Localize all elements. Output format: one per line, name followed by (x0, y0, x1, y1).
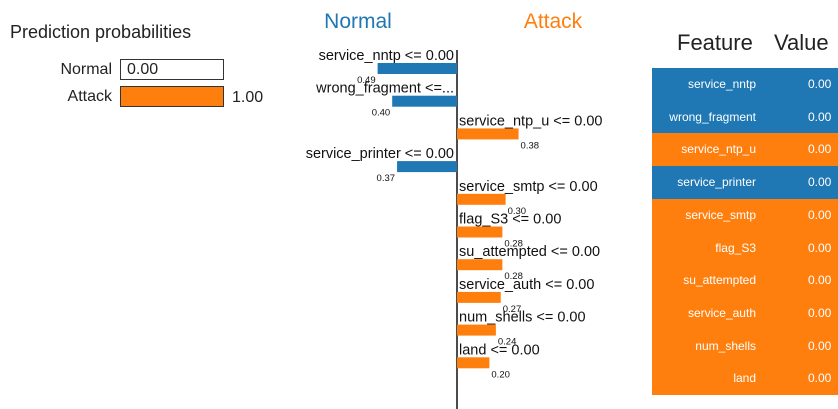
prediction-probabilities-title: Prediction probabilities (10, 22, 192, 42)
table-cell-value: 0.00 (796, 329, 838, 363)
table-row: land 0.00 (652, 362, 838, 396)
table-cell-spacer (770, 231, 796, 265)
explanation-bar-label: service_smtp <= 0.00 (459, 179, 598, 195)
explanation-bar-label: service_auth <= 0.00 (459, 277, 594, 293)
explanation-value-label: 0.49 (357, 75, 376, 86)
explanation-bar (377, 63, 457, 74)
explanation-bar-label: service_nntp <= 0.00 (319, 48, 454, 64)
table-cell-value: 0.00 (796, 166, 838, 200)
table-cell-spacer (770, 198, 796, 232)
feature-value-table: Feature Value service_nntp 0.00 wrong_frag… (652, 0, 838, 409)
explanation-value-label: 0.40 (372, 108, 391, 119)
table-cell-feature: service_smtp (652, 198, 770, 232)
explanation-bar-label: wrong_fragment <=... (315, 81, 454, 97)
table-cell-feature: service_printer (652, 166, 770, 200)
explanation-bar (457, 357, 490, 369)
table-cell-spacer (770, 296, 796, 331)
table-cell-feature: service_nntp (652, 68, 770, 102)
table-cell-value: 0.00 (796, 362, 838, 396)
table-row: service_nntp 0.00 (652, 68, 838, 102)
table-cell-value: 0.00 (796, 296, 838, 331)
table-cell-feature: service_ntp_u (652, 133, 770, 167)
explanation-value-label: 0.38 (521, 140, 540, 151)
table-cell-value: 0.00 (796, 133, 838, 167)
table-row: service_printer 0.00 (652, 166, 838, 200)
prediction-probabilities-panel: Prediction probabilities Normal 0.00 Att… (0, 0, 290, 140)
explanation-value-label: 0.20 (491, 369, 510, 380)
explanation-value-label: 0.27 (503, 304, 522, 315)
explanation-bar-label: flag_S3 <= 0.00 (459, 212, 561, 228)
table-cell-spacer (770, 264, 796, 298)
probability-row-attack: Attack 1.00 (0, 86, 290, 110)
explanation-bar (457, 128, 519, 140)
table-cell-spacer (770, 329, 796, 363)
table-cell-feature: land (652, 362, 770, 396)
table-cell-feature: wrong_fragment (652, 100, 770, 134)
explanation-value-label: 0.37 (377, 173, 396, 184)
probability-bar-box (120, 86, 224, 107)
table-header-value: Value (774, 30, 829, 55)
table-row: su_attempted 0.00 (652, 264, 838, 298)
explanation-bar-label: land <= 0.00 (459, 342, 540, 358)
table-cell-value: 0.00 (796, 231, 838, 265)
explanation-bar-label: service_ntp_u <= 0.00 (459, 113, 603, 129)
explanation-bar (457, 193, 506, 205)
explanation-value-label: 0.28 (504, 239, 523, 250)
explanation-bar (457, 259, 503, 271)
explanation-bar (457, 291, 501, 303)
table-cell-spacer (770, 68, 796, 102)
explanation-bar-label: num_shells <= 0.00 (459, 310, 586, 326)
table-cell-feature: service_auth (652, 296, 770, 331)
table-row: service_auth 0.00 (652, 296, 838, 331)
class-label-attack: Attack (524, 10, 583, 33)
explanation-value-label: 0.28 (504, 271, 523, 282)
explanation-value-label: 0.30 (508, 206, 526, 217)
class-label-normal: Normal (324, 10, 392, 33)
probability-value: 1.00 (232, 89, 264, 106)
probability-bar-fill (121, 87, 223, 106)
table-row: service_smtp 0.00 (652, 198, 838, 232)
table-row: wrong_fragment 0.00 (652, 100, 838, 134)
table-row: service_ntp_u 0.00 (652, 133, 838, 167)
probability-value: 0.00 (127, 61, 159, 78)
explanation-bar (457, 324, 496, 336)
table-cell-spacer (770, 100, 796, 134)
explanation-bar (397, 161, 457, 173)
explanation-bar (392, 95, 457, 107)
explanation-bar-label: su_attempted <= 0.00 (459, 244, 600, 260)
table-header-feature: Feature (677, 30, 753, 55)
table-cell-feature: num_shells (652, 329, 770, 363)
table-cell-value: 0.00 (796, 264, 838, 298)
explanation-bar (457, 226, 503, 238)
table-row: flag_S3 0.00 (652, 231, 838, 265)
probability-row-normal: Normal 0.00 (0, 59, 290, 83)
probability-bar-box: 0.00 (120, 59, 224, 80)
probability-label: Attack (67, 88, 112, 105)
table-row: num_shells 0.00 (652, 329, 838, 363)
table-cell-value: 0.00 (796, 100, 838, 134)
table-cell-spacer (770, 362, 796, 396)
table-cell-value: 0.00 (796, 68, 838, 102)
explanation-value-label: 0.24 (498, 337, 517, 348)
table-cell-value: 0.00 (796, 198, 838, 232)
table-cell-feature: flag_S3 (652, 231, 770, 265)
probability-label: Normal (60, 61, 112, 78)
explanation-bar-label: service_printer <= 0.00 (306, 146, 454, 162)
table-cell-feature: su_attempted (652, 264, 770, 298)
table-cell-spacer (770, 166, 796, 200)
table-cell-spacer (770, 133, 796, 167)
